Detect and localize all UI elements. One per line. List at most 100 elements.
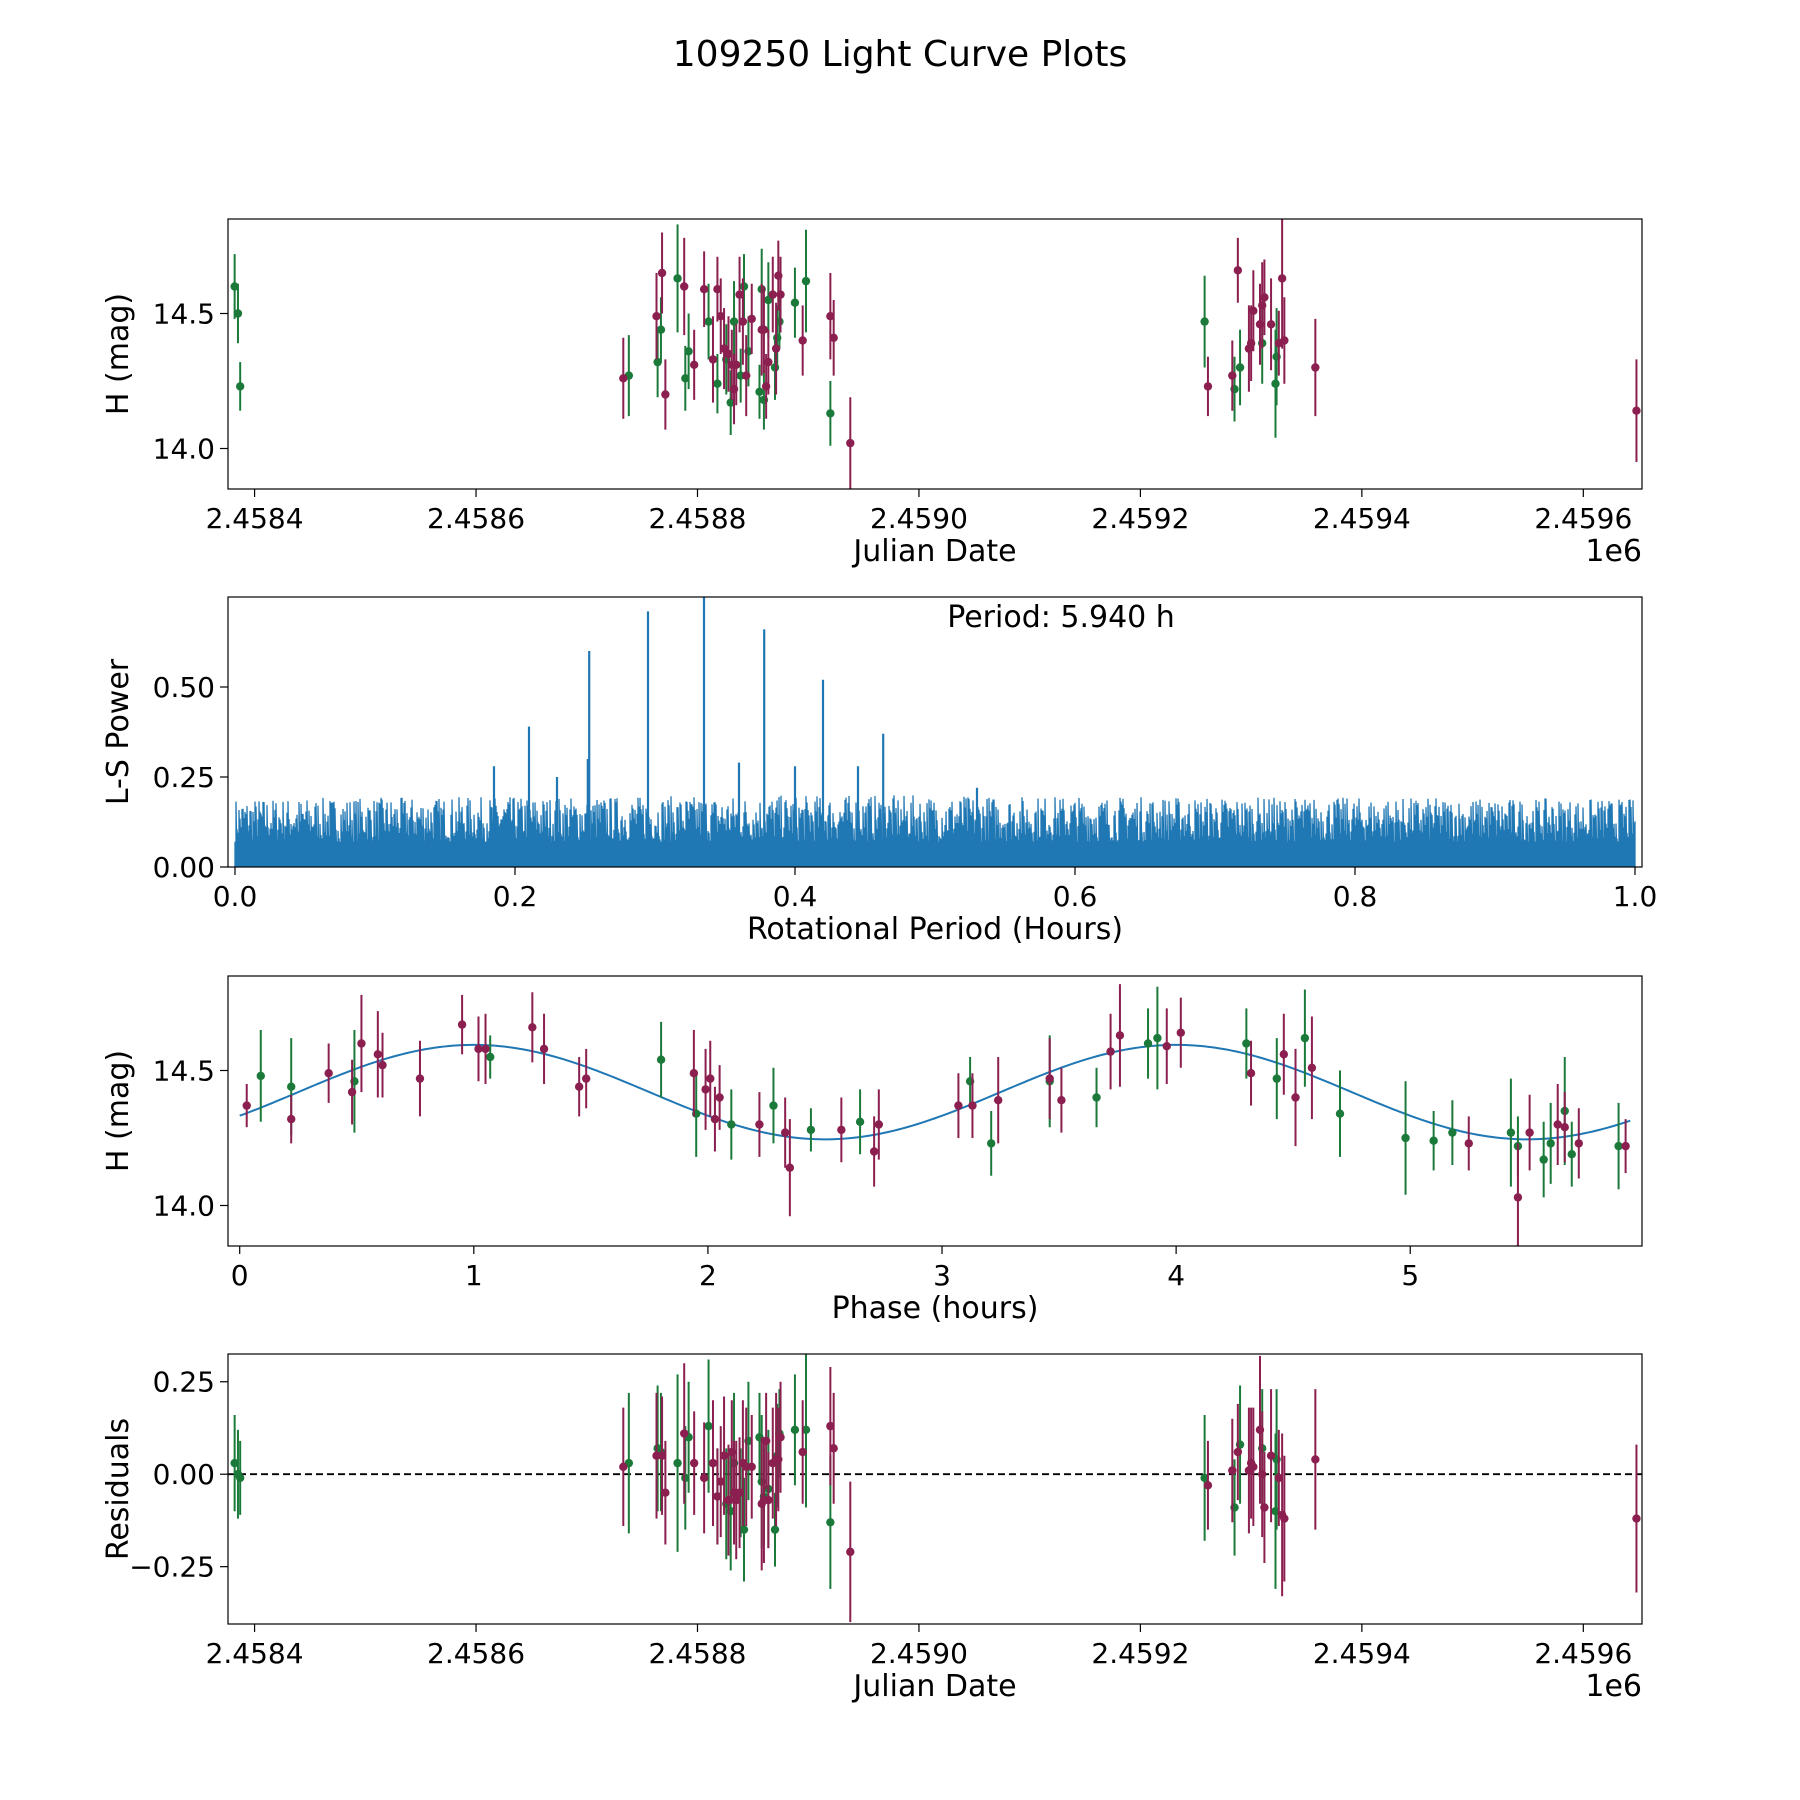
- data-point-magenta: [764, 1495, 773, 1505]
- data-point-green: [1200, 317, 1209, 326]
- x-tick-label: 0.8: [1333, 880, 1378, 913]
- data-point-magenta: [1228, 371, 1237, 380]
- data-point-magenta: [732, 360, 741, 369]
- data-point-magenta: [242, 1101, 251, 1110]
- y-axis-label: H (mag): [101, 1050, 136, 1172]
- data-point-magenta: [574, 1082, 584, 1091]
- data-point-green: [1429, 1136, 1438, 1145]
- data-point-magenta: [706, 1074, 715, 1083]
- y-tick-label: 0.25: [153, 1366, 215, 1399]
- x-tick-label: 0.2: [493, 880, 538, 913]
- x-tick-label: 2.4592: [1091, 502, 1189, 535]
- data-point-magenta: [713, 1492, 722, 1501]
- data-point-green: [1448, 1128, 1457, 1137]
- axes-frame: [227, 1353, 1643, 1625]
- data-point-green: [1401, 1133, 1410, 1143]
- data-point-magenta: [829, 1444, 838, 1453]
- data-point-magenta: [415, 1074, 425, 1083]
- data-point-green: [656, 325, 666, 334]
- data-point-magenta: [457, 1020, 467, 1029]
- data-point-magenta: [1632, 406, 1641, 415]
- data-point-magenta: [1162, 1042, 1171, 1051]
- data-point-magenta: [1291, 1093, 1300, 1102]
- data-point-magenta: [759, 325, 769, 334]
- data-point-magenta: [689, 1458, 699, 1468]
- x-tick-label: 0.0: [213, 880, 258, 913]
- x-tick-label: 2.4594: [1313, 1637, 1411, 1670]
- x-tick-label: 0: [231, 1259, 249, 1292]
- data-point-magenta: [657, 268, 667, 278]
- data-point-magenta: [699, 1473, 709, 1483]
- x-tick-label: 2.4596: [1534, 1637, 1632, 1670]
- data-point-green: [806, 1125, 816, 1135]
- axes-frame: [227, 218, 1643, 490]
- data-point-green: [801, 276, 811, 286]
- y-tick-label: −0.25: [129, 1551, 215, 1584]
- data-point-magenta: [1513, 1193, 1523, 1202]
- data-point-magenta: [785, 1163, 795, 1172]
- x-tick-label: 1.0: [1613, 880, 1658, 913]
- data-point-magenta: [1057, 1096, 1066, 1105]
- x-tick-label: 2.4586: [427, 1637, 525, 1670]
- x-offset-label: 1e6: [1585, 534, 1642, 569]
- data-point-magenta: [699, 285, 709, 294]
- data-point-green: [739, 1525, 749, 1534]
- data-point-magenta: [735, 1488, 744, 1497]
- data-point-green: [656, 1055, 666, 1064]
- data-point-magenta: [826, 1421, 835, 1431]
- x-tick-label: 2.4596: [1534, 502, 1632, 535]
- data-point-magenta: [829, 333, 838, 342]
- data-point-magenta: [619, 1462, 628, 1472]
- x-offset-label: 1e6: [1585, 1669, 1642, 1704]
- data-point-green: [1546, 1139, 1555, 1148]
- data-point-magenta: [710, 1114, 720, 1124]
- data-point-magenta: [747, 314, 756, 324]
- data-point-green: [855, 1117, 865, 1127]
- data-point-magenta: [1266, 320, 1276, 329]
- data-point-magenta: [708, 355, 718, 364]
- data-point-magenta: [1260, 1503, 1269, 1512]
- data-point-magenta: [324, 1069, 333, 1078]
- y-tick-label: 0.25: [153, 761, 215, 794]
- data-point-green: [1567, 1150, 1576, 1159]
- data-point-green: [826, 409, 835, 418]
- plot-area: [242, 984, 1630, 1246]
- data-point-green: [235, 382, 245, 391]
- axes-frame: [227, 975, 1643, 1247]
- data-point-green: [1539, 1155, 1548, 1164]
- figure-title: 109250 Light Curve Plots: [673, 34, 1127, 75]
- data-point-magenta: [1045, 1074, 1054, 1083]
- data-point-green: [235, 1473, 245, 1483]
- data-point-magenta: [287, 1114, 296, 1124]
- data-point-green: [1200, 1473, 1209, 1483]
- x-tick-label: 2.4584: [206, 502, 304, 535]
- data-point-green: [769, 1101, 778, 1110]
- power-trace: [234, 795, 1636, 868]
- x-tick-label: 2.4584: [206, 1637, 304, 1670]
- data-point-magenta: [539, 1044, 549, 1054]
- x-tick-label: 2.4594: [1313, 502, 1411, 535]
- data-point-magenta: [1266, 1451, 1276, 1460]
- x-tick-label: 2.4590: [870, 502, 968, 535]
- data-point-magenta: [1260, 293, 1269, 302]
- data-point-magenta: [1553, 1120, 1562, 1129]
- x-axis-label: Julian Date: [851, 534, 1016, 569]
- data-point-magenta: [481, 1044, 490, 1054]
- x-tick-label: 2.4592: [1091, 1637, 1189, 1670]
- data-point-magenta: [1228, 1466, 1237, 1475]
- data-point-magenta: [619, 374, 628, 383]
- folded-lightcurve-chart: 0 1 2 3 4 5 14.0 14.5 Phase (hours) H (mag): [101, 975, 1643, 1326]
- data-point-green: [256, 1071, 265, 1081]
- data-point-magenta: [528, 1023, 537, 1032]
- data-point-magenta: [1106, 1047, 1115, 1056]
- data-point-magenta: [1464, 1139, 1473, 1148]
- data-point-magenta: [1307, 1063, 1317, 1073]
- y-axis-label: L-S Power: [101, 658, 136, 805]
- data-point-green: [727, 1120, 736, 1129]
- x-tick-label: 5: [1401, 1259, 1419, 1292]
- data-point-green: [704, 317, 713, 326]
- data-point-magenta: [1280, 336, 1289, 345]
- residuals-chart: 2.4584 2.4586 2.4588 2.4590 2.4592 2.4594 2.45…: [101, 1353, 1643, 1704]
- data-point-magenta: [1525, 1128, 1534, 1137]
